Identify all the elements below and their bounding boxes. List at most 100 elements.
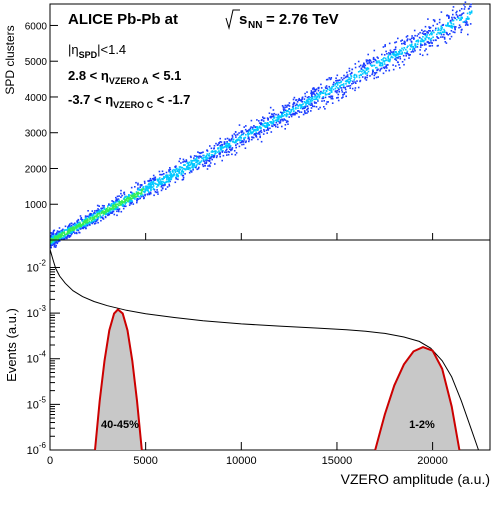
density-point	[144, 182, 146, 184]
density-point	[213, 145, 216, 147]
density-point	[116, 210, 118, 213]
density-point	[266, 125, 269, 128]
density-point	[324, 94, 327, 96]
density-point	[63, 238, 66, 240]
density-point	[469, 11, 472, 14]
density-point	[421, 44, 423, 46]
density-point	[411, 35, 413, 37]
density-point	[249, 127, 252, 130]
density-point	[107, 210, 109, 212]
density-point	[258, 120, 260, 122]
density-point	[272, 115, 274, 118]
density-point	[239, 136, 242, 139]
density-point	[76, 220, 78, 222]
density-point	[209, 165, 211, 168]
density-point	[168, 176, 171, 179]
density-point	[380, 67, 383, 70]
density-point	[311, 88, 314, 90]
density-point	[447, 22, 449, 24]
density-point	[331, 102, 334, 104]
density-point	[415, 40, 417, 43]
density-point	[78, 228, 80, 230]
density-point	[138, 192, 141, 195]
density-point	[358, 74, 361, 77]
density-point	[130, 186, 133, 189]
cut-vzero-c: -3.7 < ηVZERO C < -1.7	[68, 92, 190, 110]
density-point	[295, 106, 297, 109]
density-point	[400, 40, 402, 42]
density-point	[205, 161, 208, 163]
density-point	[416, 35, 419, 37]
density-point	[470, 10, 473, 12]
density-point	[64, 225, 67, 228]
density-point	[405, 36, 408, 38]
density-point	[115, 207, 117, 209]
density-point	[348, 67, 351, 70]
density-point	[221, 159, 223, 162]
header-title: ALICE Pb-Pb at	[68, 11, 178, 28]
density-point	[424, 37, 426, 40]
density-point	[239, 135, 241, 138]
density-point	[436, 23, 439, 25]
density-point	[93, 211, 96, 214]
density-point	[389, 58, 391, 60]
density-point	[208, 159, 211, 161]
density-point	[101, 209, 103, 211]
density-point	[285, 115, 288, 118]
density-point	[274, 119, 277, 122]
density-point	[73, 231, 75, 233]
density-point	[336, 97, 338, 99]
density-point	[350, 74, 352, 77]
density-point	[144, 193, 146, 196]
density-point	[464, 21, 467, 24]
density-point	[404, 52, 406, 54]
density-point	[161, 187, 164, 190]
density-point	[236, 133, 239, 136]
density-point	[116, 199, 119, 201]
density-point	[155, 191, 158, 194]
density-point	[457, 15, 459, 17]
density-point	[349, 73, 352, 75]
density-point	[209, 162, 212, 164]
scatter-y-label: SPD clusters	[3, 25, 17, 94]
density-point	[332, 85, 335, 87]
density-point	[300, 111, 303, 113]
density-point	[245, 133, 247, 136]
density-point	[227, 142, 229, 145]
density-point	[301, 101, 303, 103]
density-point	[308, 97, 310, 100]
density-point	[151, 182, 154, 184]
density-point	[278, 122, 281, 124]
density-point	[313, 98, 315, 101]
density-point	[231, 136, 234, 138]
density-point	[465, 23, 468, 25]
density-point	[435, 27, 437, 30]
density-point	[366, 72, 368, 74]
density-point	[267, 129, 270, 131]
density-point	[283, 108, 285, 110]
density-point	[319, 93, 322, 95]
density-point	[171, 175, 173, 178]
density-point	[429, 39, 432, 41]
density-point	[373, 77, 375, 80]
density-point	[173, 168, 175, 171]
density-point	[307, 110, 309, 113]
density-point	[313, 96, 316, 98]
density-point	[116, 200, 119, 203]
density-point	[357, 71, 360, 73]
density-point	[240, 134, 243, 137]
density-point	[147, 184, 150, 186]
density-point	[58, 239, 60, 242]
density-point	[365, 68, 368, 71]
density-point	[354, 73, 356, 76]
density-point	[267, 122, 269, 124]
distribution-y-axis: 10-210-310-410-510-6	[27, 258, 60, 457]
density-point	[122, 205, 124, 207]
density-point	[138, 188, 140, 190]
scatter-density	[50, 1, 473, 249]
density-point	[464, 6, 466, 8]
density-point	[378, 60, 380, 62]
density-point	[63, 232, 65, 235]
density-point	[333, 81, 335, 84]
density-point	[210, 156, 213, 158]
